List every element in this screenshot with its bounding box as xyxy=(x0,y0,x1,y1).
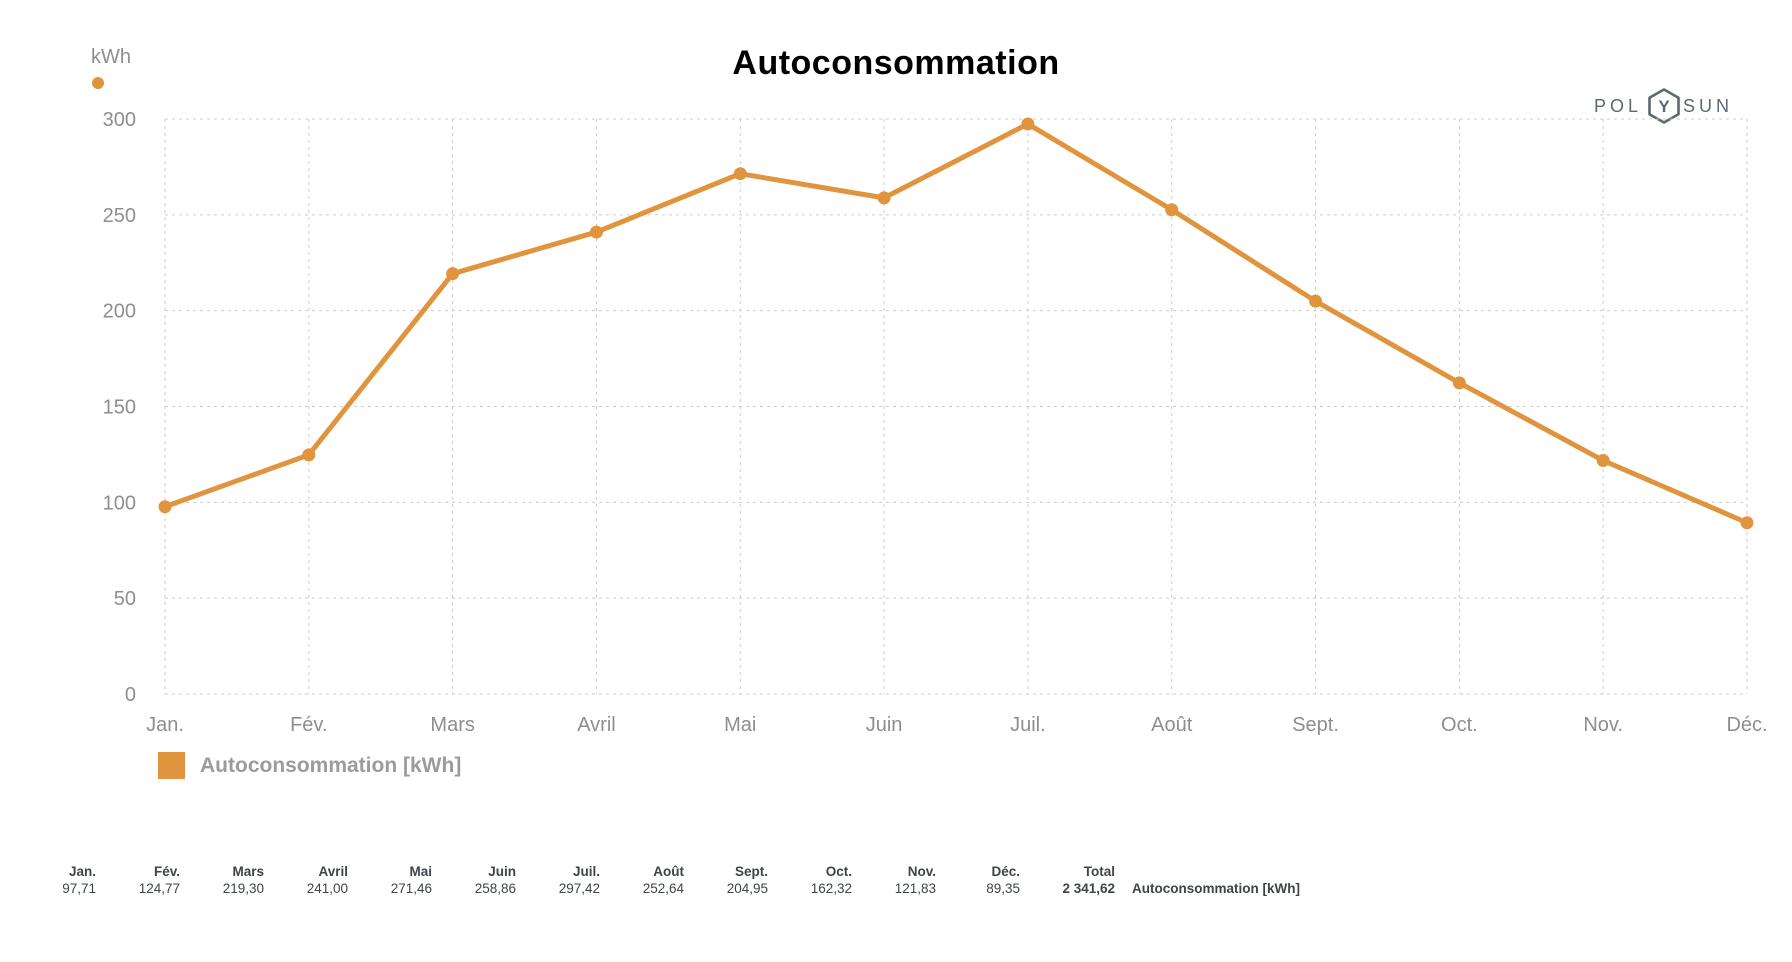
table-col-avril: Avril 241,00 xyxy=(264,863,348,897)
data-point xyxy=(877,191,891,205)
x-tick-label: Juil. xyxy=(1010,714,1046,736)
table-col-header: Sept. xyxy=(734,864,768,879)
summary-table: Jan. 97,71 Fév. 124,77 Mars 219,30 Avril… xyxy=(12,863,1300,897)
data-point xyxy=(1021,117,1035,131)
data-point xyxy=(446,267,460,281)
chart-legend: Autoconsommation [kWh] xyxy=(158,752,461,779)
table-col-aout: Août 252,64 xyxy=(600,863,684,897)
y-tick-label: 200 xyxy=(103,301,136,323)
table-col-value: 89,35 xyxy=(986,881,1020,896)
logo-hexagon-icon: Y xyxy=(1648,88,1680,124)
logo-text-sun: SUN xyxy=(1683,95,1734,116)
table-col-value: 121,83 xyxy=(894,881,936,896)
x-tick-label: Fév. xyxy=(290,714,327,736)
table-col-value: 297,42 xyxy=(558,881,600,896)
table-col-value: 241,00 xyxy=(306,881,348,896)
table-col-dec: Déc. 89,35 xyxy=(936,863,1020,897)
y-tick-label: 150 xyxy=(103,397,136,419)
data-point xyxy=(589,225,603,239)
table-col-value: 258,86 xyxy=(474,881,516,896)
y-axis-unit-label: kWh xyxy=(91,46,131,68)
table-col-header: Déc. xyxy=(991,864,1020,879)
x-tick-label: Sept. xyxy=(1292,714,1339,736)
data-point xyxy=(1309,294,1323,308)
x-tick-label: Mars xyxy=(430,714,474,736)
x-tick-label: Mai xyxy=(724,714,756,736)
table-col-header: Jan. xyxy=(68,864,96,879)
data-point xyxy=(158,500,172,514)
data-point xyxy=(1596,453,1610,467)
y-tick-label: 0 xyxy=(125,684,136,706)
chart-plot-area: Jan. Fév. Mars Avril Mai Juin Juil. Août Sept. Oc… xyxy=(103,109,1768,736)
logo-letter-y: Y xyxy=(1658,97,1670,116)
table-col-mars: Mars 219,30 xyxy=(180,863,264,897)
data-point xyxy=(1165,203,1179,217)
table-col-value: 204,95 xyxy=(726,881,768,896)
table-col-jan: Jan. 97,71 xyxy=(12,863,96,897)
table-col-sept: Sept. 204,95 xyxy=(684,863,768,897)
chart-title: Autoconsommation xyxy=(732,44,1060,82)
x-tick-label: Nov. xyxy=(1583,714,1623,736)
table-col-header: Mai xyxy=(409,864,432,879)
table-total-value: 2 341,62 xyxy=(1062,881,1115,896)
series-line xyxy=(162,121,1750,526)
table-col-header: Fév. xyxy=(153,864,180,879)
table-col-header: Avril xyxy=(318,864,348,879)
table-col-value: 124,77 xyxy=(138,881,180,896)
table-col-juil: Juil. 297,42 xyxy=(516,863,600,897)
data-point xyxy=(1740,516,1754,530)
table-col-mai: Mai 271,46 xyxy=(348,863,432,897)
table-col-header: Nov. xyxy=(907,864,936,879)
table-col-juin: Juin 258,86 xyxy=(432,863,516,897)
y-tick-label: 250 xyxy=(103,205,136,227)
table-col-header: Août xyxy=(653,864,684,879)
data-point xyxy=(733,167,747,181)
table-col-oct: Oct. 162,32 xyxy=(768,863,852,897)
y-tick-label: 50 xyxy=(114,588,136,610)
series-marker-dot-icon xyxy=(92,77,104,89)
y-tick-label: 100 xyxy=(103,492,136,514)
table-col-value: 219,30 xyxy=(222,881,264,896)
table-col-header: Mars xyxy=(232,864,264,879)
table-col-header: Juil. xyxy=(572,864,600,879)
x-tick-label: Avril xyxy=(577,714,616,736)
table-col-header: Juin xyxy=(488,864,516,879)
x-tick-label: Juin xyxy=(866,714,903,736)
legend-color-swatch xyxy=(158,752,185,779)
x-tick-label: Déc. xyxy=(1726,714,1767,736)
table-col-total: Total 2 341,62 xyxy=(1020,863,1115,897)
table-total-header: Total xyxy=(1083,864,1115,879)
x-tick-label: Août xyxy=(1151,714,1193,736)
table-col-header: Oct. xyxy=(825,864,852,879)
table-col-nov: Nov. 121,83 xyxy=(852,863,936,897)
table-col-fev: Fév. 124,77 xyxy=(96,863,180,897)
polysun-logo: POL Y SUN xyxy=(1594,87,1733,125)
data-point xyxy=(1452,376,1466,390)
data-point xyxy=(302,448,316,462)
table-row-label: Autoconsommation [kWh] xyxy=(1132,881,1300,896)
table-col-value: 162,32 xyxy=(810,881,852,896)
logo-text-pol: POL xyxy=(1594,95,1643,116)
legend-series-label: Autoconsommation [kWh] xyxy=(200,753,462,777)
table-col-value: 271,46 xyxy=(390,881,432,896)
table-col-value: 97,71 xyxy=(62,881,96,896)
y-tick-label: 300 xyxy=(103,109,136,131)
table-col-value: 252,64 xyxy=(642,881,684,896)
x-tick-label: Jan. xyxy=(146,714,184,736)
x-tick-label: Oct. xyxy=(1441,714,1478,736)
